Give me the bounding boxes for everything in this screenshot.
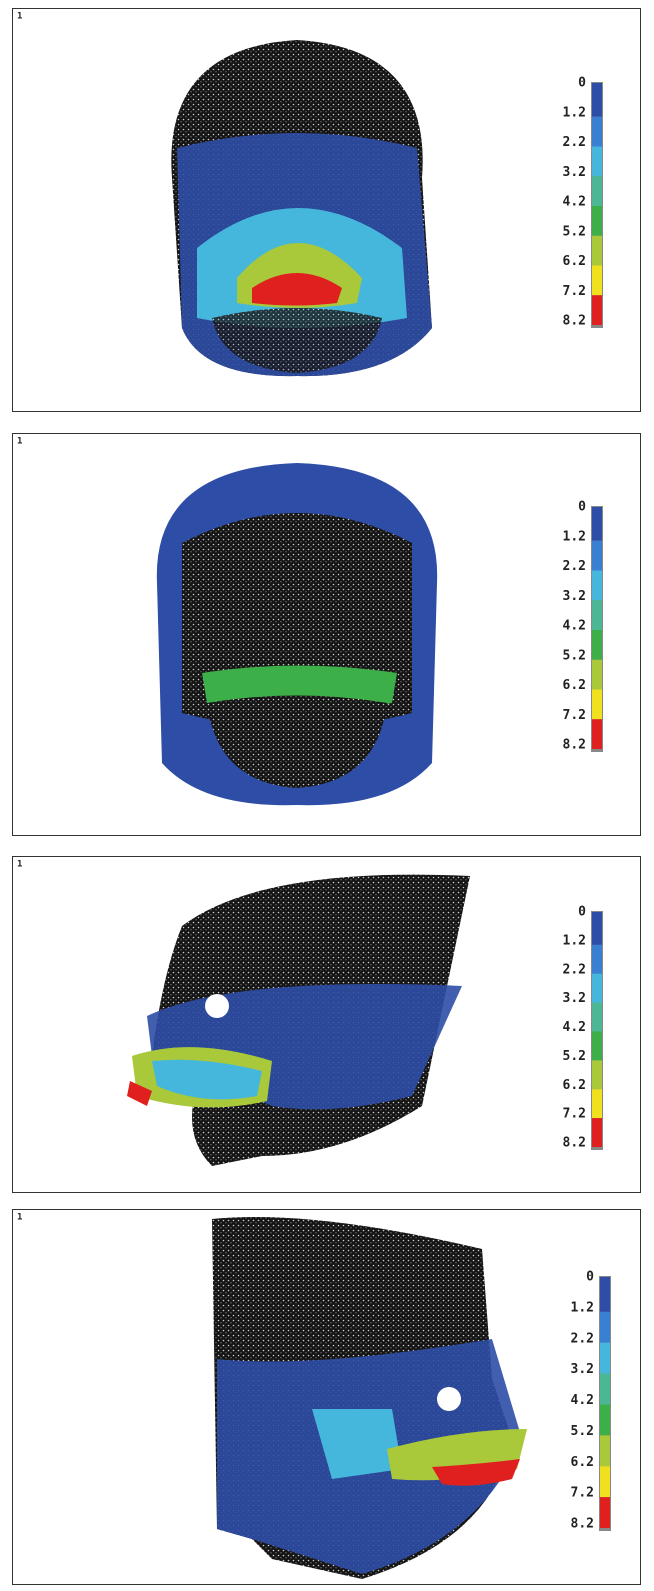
legend-swatch [592,1060,602,1089]
legend-label: 2.2 [571,1331,594,1346]
legend-swatch [592,974,602,1003]
legend-label: 3.2 [563,589,586,604]
legend-label: 1.2 [563,933,586,948]
legend-swatch [600,1374,610,1405]
legend-label: 7.2 [571,1486,594,1501]
legend-label: 0 [578,76,586,91]
corner-label: 1 [17,437,22,447]
corner-label: 1 [17,12,22,22]
legend-swatch [592,719,602,749]
legend-swatch [592,541,602,571]
legend-swatch [592,507,602,541]
legend-swatch [600,1277,610,1312]
legend-label: 4.2 [571,1393,594,1408]
legend-label: 8.2 [563,738,586,753]
corner-label: 1 [17,860,22,870]
legend-label: 0 [578,500,586,515]
legend-swatch [592,206,602,236]
legend-swatch [592,117,602,147]
legend-swatch [592,1003,602,1032]
legend-swatch [592,83,602,117]
legend-swatch [600,1466,610,1497]
legend-swatch [592,147,602,177]
legend-label: 6.2 [571,1455,594,1470]
legend-swatch [592,945,602,974]
legend-label: 7.2 [563,708,586,723]
legend-swatch [592,600,602,630]
legend-swatch [592,660,602,690]
panel: 1 0 1.2 2.2 3.2 4.2 5.2 6.2 7.2 8.2 [12,8,642,412]
legend-label: 6.2 [563,254,586,269]
legend-label: 3.2 [563,991,586,1006]
legend-swatch [592,1089,602,1118]
legend-label: 1.2 [563,105,586,120]
legend-label: 6.2 [563,1078,586,1093]
legend-label: 7.2 [563,284,586,299]
legend-swatch [592,176,602,206]
legend-swatch [592,236,602,266]
legend-label: 2.2 [563,559,586,574]
legend-label: 4.2 [563,1020,586,1035]
legend-swatch [592,266,602,296]
panel: 1 0 1.2 2.2 3.2 4.2 5.2 6.2 7.2 8.2 [12,1209,642,1585]
legend-label: 8.2 [563,1136,586,1151]
legend-label: 3.2 [571,1362,594,1377]
legend-label: 4.2 [563,195,586,210]
corner-label: 1 [17,1213,22,1223]
legend-label: 5.2 [563,224,586,239]
figure: (() => { const data = JSON.parse(documen… [0,0,654,1591]
legend-label: 1.2 [571,1300,594,1315]
legend-label: 8.2 [563,314,586,329]
legend-label: 1.2 [563,529,586,544]
legend-swatch [600,1497,610,1528]
legend-label: 6.2 [563,678,586,693]
legend-swatch [600,1343,610,1374]
legend-label: 0 [578,905,586,920]
panel: 1 0 1.2 2.2 3.2 4.2 5.2 6.2 7.2 8.2 [12,856,642,1193]
legend-label: 4.2 [563,619,586,634]
legend-swatch [592,1118,602,1147]
legend-swatch [592,571,602,601]
legend-swatch [592,630,602,660]
panel: 1 0 1.2 2.2 3.2 4.2 5.2 6.2 7.2 8.2 [12,433,642,836]
legend-label: 5.2 [563,1049,586,1064]
legend-label: 2.2 [563,135,586,150]
legend-swatch [592,1032,602,1061]
skull-model [157,463,437,805]
legend-swatch [592,912,602,945]
legend-label: 5.2 [571,1424,594,1439]
skull-model [171,40,432,376]
legend-swatch [600,1312,610,1343]
legend-label: 2.2 [563,962,586,977]
legend-label: 8.2 [571,1517,594,1532]
legend-label: 7.2 [563,1107,586,1122]
legend-swatch [592,690,602,720]
legend-swatch [592,295,602,325]
legend-swatch [600,1405,610,1436]
legend-label: 3.2 [563,165,586,180]
legend-swatch [600,1435,610,1466]
legend-label: 5.2 [563,648,586,663]
legend-label: 0 [586,1270,594,1285]
